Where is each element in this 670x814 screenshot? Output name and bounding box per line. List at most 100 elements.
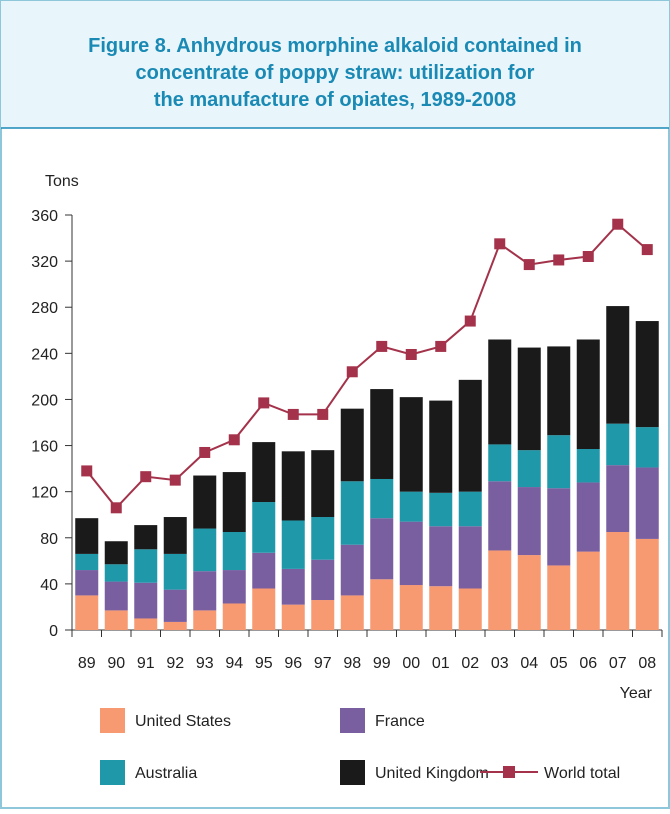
bar-segment bbox=[517, 347, 541, 451]
point bbox=[81, 465, 93, 477]
bar-segment bbox=[635, 538, 659, 630]
point bbox=[258, 397, 270, 409]
bar-segment bbox=[429, 526, 453, 587]
bar-segment bbox=[252, 442, 276, 503]
y-tick-label: 280 bbox=[31, 300, 58, 317]
bar-segment bbox=[576, 551, 600, 630]
bar-segment bbox=[606, 532, 630, 630]
bar-segment bbox=[517, 555, 541, 630]
y-tick-label: 0 bbox=[49, 623, 58, 640]
bar-segment bbox=[75, 570, 99, 596]
x-tick-label: 99 bbox=[373, 655, 391, 672]
bar-segment bbox=[311, 559, 335, 601]
x-tick-label: 08 bbox=[638, 655, 656, 672]
legend-label: Australia bbox=[135, 765, 197, 782]
point bbox=[317, 408, 329, 420]
x-tick-label: 04 bbox=[520, 655, 538, 672]
bar-segment bbox=[193, 571, 217, 611]
bar-segment bbox=[458, 491, 482, 527]
point bbox=[140, 471, 152, 483]
legend-swatch bbox=[100, 708, 125, 733]
bar-segment bbox=[75, 518, 99, 554]
bar-segment bbox=[399, 491, 423, 522]
bar-segment bbox=[134, 549, 158, 583]
bar-segment bbox=[488, 444, 512, 482]
bar-segment bbox=[576, 449, 600, 483]
x-tick-label: 95 bbox=[255, 655, 273, 672]
point bbox=[110, 502, 122, 514]
bar-segment bbox=[281, 568, 305, 605]
x-tick-label: 03 bbox=[491, 655, 509, 672]
x-tick-label: 05 bbox=[550, 655, 568, 672]
bar-segment bbox=[488, 481, 512, 551]
x-tick-label: 89 bbox=[78, 655, 96, 672]
legend-marker bbox=[503, 766, 515, 778]
bar-segment bbox=[281, 520, 305, 569]
point bbox=[346, 366, 358, 378]
bar-segment bbox=[458, 379, 482, 492]
bar-segment bbox=[104, 581, 128, 611]
title-band bbox=[1, 1, 669, 128]
bar-segment bbox=[252, 502, 276, 553]
x-tick-label: 00 bbox=[402, 655, 420, 672]
bar-segment bbox=[163, 621, 187, 630]
x-tick-label: 02 bbox=[461, 655, 479, 672]
bar-segment bbox=[134, 582, 158, 619]
legend-label: United Kingdom bbox=[375, 765, 489, 782]
x-tick-label: 96 bbox=[284, 655, 302, 672]
bar-segment bbox=[606, 423, 630, 466]
bar-segment bbox=[606, 306, 630, 424]
bar-segment bbox=[134, 525, 158, 550]
x-tick-label: 90 bbox=[107, 655, 125, 672]
point bbox=[582, 251, 594, 262]
x-tick-label: 97 bbox=[314, 655, 332, 672]
bar-segment bbox=[252, 588, 276, 630]
point bbox=[612, 218, 624, 230]
x-tick-label: 93 bbox=[196, 655, 214, 672]
point bbox=[169, 474, 181, 486]
bar-segment bbox=[311, 600, 335, 630]
legend-label: World total bbox=[544, 765, 620, 782]
point bbox=[287, 408, 299, 420]
bar-segment bbox=[75, 595, 99, 630]
bar-segment bbox=[458, 588, 482, 630]
bar-segment bbox=[429, 586, 453, 630]
bar-segment bbox=[163, 553, 187, 590]
bar-segment bbox=[193, 475, 217, 529]
point bbox=[405, 348, 417, 360]
y-tick-label: 200 bbox=[31, 392, 58, 409]
bar-segment bbox=[635, 427, 659, 468]
point bbox=[553, 254, 565, 266]
bar-segment bbox=[311, 517, 335, 560]
bar-segment bbox=[370, 478, 394, 519]
bar-segment bbox=[547, 346, 571, 436]
y-tick-label: 80 bbox=[40, 531, 58, 548]
bar-segment bbox=[311, 450, 335, 518]
bar-segment bbox=[104, 541, 128, 565]
bar-segment bbox=[222, 603, 246, 630]
bar-segment bbox=[163, 517, 187, 554]
bar-segment bbox=[222, 570, 246, 604]
bar-segment bbox=[193, 528, 217, 572]
bar-segment bbox=[104, 610, 128, 630]
bar-segment bbox=[547, 435, 571, 489]
bar-segment bbox=[635, 321, 659, 428]
bar-segment bbox=[340, 544, 364, 596]
x-tick-label: 06 bbox=[579, 655, 597, 672]
chart-title: the manufacture of opiates, 1989-2008 bbox=[154, 89, 516, 111]
bar-segment bbox=[193, 610, 217, 630]
legend-label: United States bbox=[135, 713, 231, 730]
chart-title: Figure 8. Anhydrous morphine alkaloid co… bbox=[88, 35, 582, 57]
x-tick-label: 07 bbox=[609, 655, 627, 672]
bar-segment bbox=[576, 339, 600, 450]
bar-segment bbox=[104, 564, 128, 582]
bar-segment bbox=[547, 565, 571, 630]
y-tick-label: 360 bbox=[31, 208, 58, 225]
bar-segment bbox=[458, 526, 482, 589]
bar-segment bbox=[576, 482, 600, 552]
x-tick-label: 98 bbox=[343, 655, 361, 672]
bar-segment bbox=[429, 400, 453, 493]
legend-swatch bbox=[340, 760, 365, 785]
x-tick-label: 91 bbox=[137, 655, 155, 672]
